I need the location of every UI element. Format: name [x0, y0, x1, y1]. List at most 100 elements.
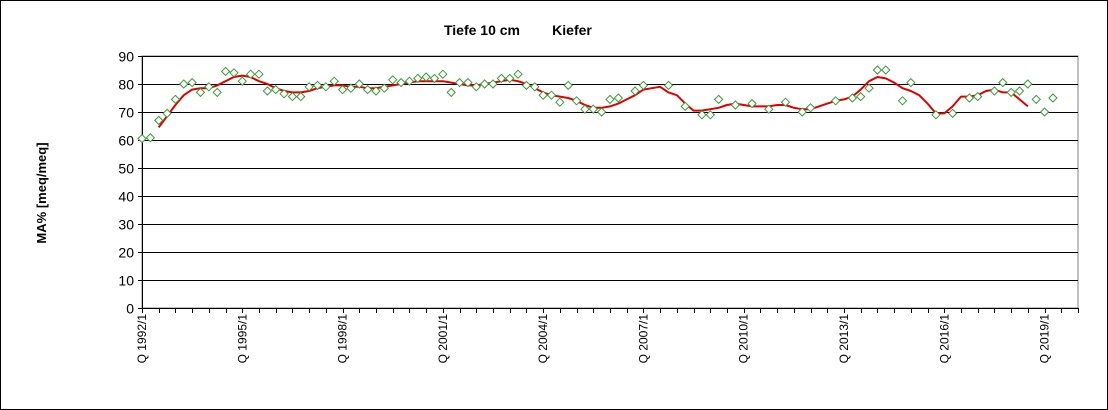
data-point: [145, 133, 156, 143]
data-point: [580, 104, 590, 114]
y-tick-label-80: 80: [118, 77, 134, 93]
x-tick-labels: Q 1992/1 Q 1995/1 Q 1998/1 Q 2001/1 Q 2004/1…: [135, 314, 1052, 364]
smooth-line-series: [157, 74, 1029, 128]
x-tick-label: Q 1995/1: [235, 314, 249, 364]
data-point: [170, 94, 181, 105]
data-point: [1039, 107, 1050, 117]
y-tick-label-10: 10: [118, 273, 134, 289]
x-tick-label: Q 2019/1: [1038, 314, 1052, 364]
data-point: [973, 91, 983, 102]
data-point: [179, 79, 189, 89]
data-point: [438, 69, 448, 79]
data-point: [212, 87, 222, 98]
data-point: [195, 87, 206, 98]
data-point: [413, 73, 423, 84]
data-point: [505, 73, 515, 84]
data-point: [1006, 87, 1016, 98]
x-tick-label: Q 1998/1: [336, 314, 350, 364]
data-point: [154, 115, 164, 126]
data-point: [780, 97, 791, 107]
y-tick-label-0: 0: [126, 301, 134, 317]
data-point: [555, 97, 565, 107]
data-point: [797, 107, 807, 117]
data-point: [354, 79, 364, 89]
data-point: [496, 73, 507, 84]
y-tick-label-90: 90: [118, 49, 134, 65]
data-point: [187, 77, 197, 88]
data-point: [513, 69, 523, 79]
y-tick-label-20: 20: [118, 245, 134, 261]
data-point: [346, 83, 356, 93]
data-point: [488, 79, 498, 89]
data-point: [287, 91, 298, 102]
data-point: [847, 93, 858, 103]
x-tick-label: Q 2007/1: [636, 314, 650, 364]
x-tick-label: Q 2013/1: [837, 314, 851, 364]
data-point: [471, 82, 481, 92]
x-tick-label: Q 2004/1: [536, 314, 550, 364]
data-point: [429, 73, 440, 84]
data-point: [337, 84, 348, 95]
y-tick-label-30: 30: [118, 217, 134, 233]
data-point: [479, 79, 490, 89]
data-point: [329, 76, 339, 86]
data-point: [546, 90, 557, 100]
data-point: [538, 90, 548, 100]
data-point: [697, 110, 707, 120]
y-axis-label: MA% [meq/meq]: [34, 142, 49, 243]
data-point: [379, 83, 390, 93]
chart-title-species: Kiefer: [552, 22, 592, 38]
data-point: [454, 77, 465, 88]
data-point: [805, 103, 816, 113]
data-point: [388, 75, 398, 85]
data-point: [571, 96, 582, 106]
y-tick-label-50: 50: [118, 161, 134, 177]
data-point: [404, 76, 415, 86]
y-tick-label-60: 60: [118, 133, 134, 149]
data-point: [396, 77, 406, 88]
y-tick-label-70: 70: [118, 105, 134, 121]
data-point: [897, 96, 908, 106]
data-point: [856, 91, 866, 102]
data-point: [312, 80, 323, 91]
data-point: [229, 68, 239, 78]
data-point: [906, 77, 916, 88]
data-point: [730, 100, 741, 110]
data-point: [764, 104, 774, 114]
data-point: [1048, 93, 1058, 103]
scatter-series: [137, 65, 1058, 144]
data-point: [964, 93, 975, 103]
y-tick-labels: 0 10 20 30 40 50 60 70 80 90: [118, 49, 134, 317]
data-point: [605, 94, 615, 105]
chart-title-depth: Tiefe 10 cm: [444, 22, 520, 38]
data-point: [638, 80, 649, 91]
data-point: [1023, 79, 1033, 89]
data-point: [463, 77, 473, 88]
data-point: [371, 86, 381, 96]
data-point: [296, 91, 306, 102]
data-point: [747, 98, 757, 109]
y-tick-label-40: 40: [118, 189, 134, 205]
x-tick-label: Q 2016/1: [937, 314, 951, 364]
data-point: [705, 110, 715, 120]
data-point: [563, 80, 573, 91]
data-point: [931, 110, 941, 120]
data-point: [663, 80, 674, 91]
data-point: [830, 96, 841, 106]
data-point: [446, 87, 456, 98]
x-tick-label: Q 1992/1: [135, 314, 149, 364]
data-point: [321, 82, 331, 92]
data-point: [254, 69, 264, 79]
data-point: [1031, 94, 1041, 105]
data-point: [362, 84, 373, 95]
data-point: [998, 77, 1008, 88]
data-point: [530, 82, 540, 92]
data-point: [630, 86, 640, 96]
data-point: [521, 80, 532, 91]
data-point: [881, 65, 891, 75]
data-point: [1014, 86, 1025, 96]
data-point: [864, 83, 874, 93]
data-point: [989, 86, 1000, 96]
